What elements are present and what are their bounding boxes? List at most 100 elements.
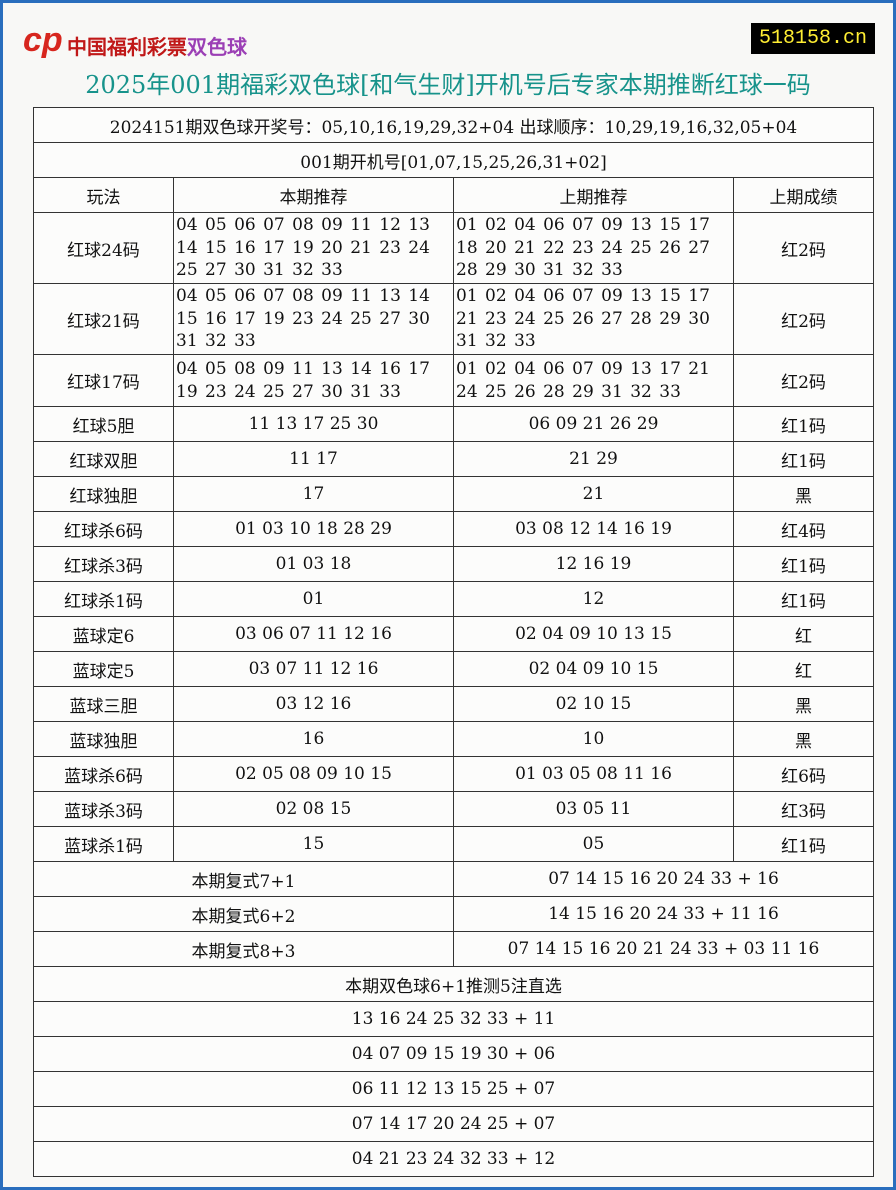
play-type-cell: 蓝球独胆 xyxy=(33,721,174,757)
current-pick-cell: 04 05 06 07 08 09 11 13 14 15 16 17 19 2… xyxy=(173,283,454,355)
table-row: 红球杀3码 01 03 18 12 16 19 红1码 xyxy=(33,546,874,582)
machine-info-row: 001期开机号[01,07,15,25,26,31+02] xyxy=(33,142,874,178)
table-row: 红球17码 04 05 08 09 11 13 14 16 17 19 23 24… xyxy=(33,354,874,407)
page-title: 2025年001期福彩双色球[和气生财]开机号后专家本期推断红球一码 xyxy=(85,71,811,99)
pick-row: 06 11 12 13 15 25 + 07 xyxy=(33,1071,874,1107)
current-pick-cell: 04 05 06 07 08 09 11 12 13 14 15 16 17 1… xyxy=(173,212,454,284)
compound-row: 本期复式8+3 07 14 15 16 20 21 24 33 + 03 11 1… xyxy=(33,931,874,967)
previous-pick-cell: 02 04 09 10 15 xyxy=(453,651,734,687)
compound-row: 本期复式6+2 14 15 16 20 24 33 + 11 16 xyxy=(33,896,874,932)
pick-value: 04 07 09 15 19 30 + 06 xyxy=(33,1036,874,1072)
table-row: 红球杀6码 01 03 10 18 28 29 03 08 12 14 16 19 红… xyxy=(33,511,874,547)
table-row: 红球21码 04 05 06 07 08 09 11 13 14 15 16 17… xyxy=(33,283,874,355)
previous-pick-cell: 21 xyxy=(453,476,734,512)
previous-result-cell: 红1码 xyxy=(733,546,874,582)
picks-title-row: 本期双色球6+1推测5注直选 xyxy=(33,966,874,1002)
table-row: 蓝球定6 03 06 07 11 12 16 02 04 09 10 13 15 红 xyxy=(33,616,874,652)
compound-label: 本期复式7+1 xyxy=(33,861,454,897)
previous-result-cell: 红2码 xyxy=(733,283,874,355)
table-row: 蓝球定5 03 07 11 12 16 02 04 09 10 15 红 xyxy=(33,651,874,687)
play-type-cell: 红球双胆 xyxy=(33,441,174,477)
previous-result-cell: 红4码 xyxy=(733,511,874,547)
table-row: 蓝球三胆 03 12 16 02 10 15 黑 xyxy=(33,686,874,722)
header-cell: 上期成绩 xyxy=(733,177,874,213)
previous-pick-cell: 01 02 04 06 07 09 13 17 21 24 25 26 28 2… xyxy=(453,354,734,407)
previous-pick-cell: 05 xyxy=(453,826,734,862)
compound-row: 本期复式7+1 07 14 15 16 20 24 33 + 16 xyxy=(33,861,874,897)
current-pick-cell: 04 05 08 09 11 13 14 16 17 19 23 24 25 2… xyxy=(173,354,454,407)
table-row: 蓝球杀3码 02 08 15 03 05 11 红3码 xyxy=(33,791,874,827)
previous-result-cell: 黑 xyxy=(733,476,874,512)
play-type-cell: 蓝球定6 xyxy=(33,616,174,652)
current-pick-cell: 01 xyxy=(173,581,454,617)
current-pick-cell: 03 07 11 12 16 xyxy=(173,651,454,687)
compound-label: 本期复式8+3 xyxy=(33,931,454,967)
previous-result-cell: 红1码 xyxy=(733,581,874,617)
table-row: 红球杀1码 01 12 红1码 xyxy=(33,581,874,617)
previous-pick-cell: 01 02 04 06 07 09 13 15 17 21 23 24 25 2… xyxy=(453,283,734,355)
current-pick-cell: 01 03 18 xyxy=(173,546,454,582)
previous-result-cell: 红1码 xyxy=(733,441,874,477)
current-pick-cell: 11 17 xyxy=(173,441,454,477)
compound-value: 14 15 16 20 24 33 + 11 16 xyxy=(453,896,874,932)
play-type-cell: 蓝球杀1码 xyxy=(33,826,174,862)
current-pick-cell: 15 xyxy=(173,826,454,862)
pick-value: 06 11 12 13 15 25 + 07 xyxy=(33,1071,874,1107)
machine-info: 001期开机号[01,07,15,25,26,31+02] xyxy=(33,142,874,178)
previous-pick-cell: 06 09 21 26 29 xyxy=(453,406,734,442)
previous-result-cell: 红 xyxy=(733,616,874,652)
logo: cp 中国福利彩票双色球 xyxy=(21,21,247,65)
site-badge: 518158.cn xyxy=(750,23,875,54)
previous-pick-cell: 01 03 05 08 11 16 xyxy=(453,756,734,792)
current-pick-cell: 01 03 10 18 28 29 xyxy=(173,511,454,547)
logo-suffix: 双色球 xyxy=(187,34,247,59)
draw-info: 2024151期双色球开奖号：05,10,16,19,29,32+04 出球顺序… xyxy=(33,107,874,143)
pick-value: 04 21 23 24 32 33 + 12 xyxy=(33,1141,874,1177)
compound-value: 07 14 15 16 20 21 24 33 + 03 11 16 xyxy=(453,931,874,967)
play-type-cell: 红球24码 xyxy=(33,212,174,284)
pick-value: 07 14 17 20 24 25 + 07 xyxy=(33,1106,874,1142)
logo-text: 中国福利彩票 xyxy=(67,34,187,59)
header-cell: 本期推荐 xyxy=(173,177,454,213)
pick-row: 07 14 17 20 24 25 + 07 xyxy=(33,1106,874,1142)
table-row: 红球独胆 17 21 黑 xyxy=(33,476,874,512)
previous-result-cell: 黑 xyxy=(733,686,874,722)
pick-row: 04 21 23 24 32 33 + 12 xyxy=(33,1141,874,1177)
previous-result-cell: 红3码 xyxy=(733,791,874,827)
pick-row: 04 07 09 15 19 30 + 06 xyxy=(33,1036,874,1072)
current-pick-cell: 16 xyxy=(173,721,454,757)
previous-pick-cell: 02 10 15 xyxy=(453,686,734,722)
play-type-cell: 红球杀1码 xyxy=(33,581,174,617)
draw-info-row: 2024151期双色球开奖号：05,10,16,19,29,32+04 出球顺序… xyxy=(33,107,874,143)
current-pick-cell: 02 05 08 09 10 15 xyxy=(173,756,454,792)
previous-result-cell: 红 xyxy=(733,651,874,687)
table-row: 红球24码 04 05 06 07 08 09 11 12 13 14 15 16… xyxy=(33,212,874,284)
previous-pick-cell: 03 05 11 xyxy=(453,791,734,827)
welfare-lottery-logo-icon: cp xyxy=(23,21,63,59)
current-pick-cell: 03 06 07 11 12 16 xyxy=(173,616,454,652)
previous-result-cell: 红2码 xyxy=(733,354,874,407)
compound-label: 本期复式6+2 xyxy=(33,896,454,932)
pick-value: 13 16 24 25 32 33 + 11 xyxy=(33,1001,874,1037)
previous-result-cell: 红1码 xyxy=(733,826,874,862)
play-type-cell: 蓝球三胆 xyxy=(33,686,174,722)
current-pick-cell: 17 xyxy=(173,476,454,512)
table-row: 红球双胆 11 17 21 29 红1码 xyxy=(33,441,874,477)
play-type-cell: 红球5胆 xyxy=(33,406,174,442)
previous-result-cell: 黑 xyxy=(733,721,874,757)
previous-pick-cell: 10 xyxy=(453,721,734,757)
previous-pick-cell: 21 29 xyxy=(453,441,734,477)
current-pick-cell: 03 12 16 xyxy=(173,686,454,722)
prediction-table: 2024151期双色球开奖号：05,10,16,19,29,32+04 出球顺序… xyxy=(33,107,874,1177)
header-cell: 上期推荐 xyxy=(453,177,734,213)
header-row: 玩法 本期推荐 上期推荐 上期成绩 xyxy=(33,177,874,213)
previous-pick-cell: 12 xyxy=(453,581,734,617)
table-row: 蓝球独胆 16 10 黑 xyxy=(33,721,874,757)
play-type-cell: 红球21码 xyxy=(33,283,174,355)
play-type-cell: 蓝球定5 xyxy=(33,651,174,687)
table-row: 蓝球杀6码 02 05 08 09 10 15 01 03 05 08 11 16 红… xyxy=(33,756,874,792)
previous-pick-cell: 01 02 04 06 07 09 13 15 17 18 20 21 22 2… xyxy=(453,212,734,284)
previous-pick-cell: 02 04 09 10 13 15 xyxy=(453,616,734,652)
play-type-cell: 蓝球杀6码 xyxy=(33,756,174,792)
